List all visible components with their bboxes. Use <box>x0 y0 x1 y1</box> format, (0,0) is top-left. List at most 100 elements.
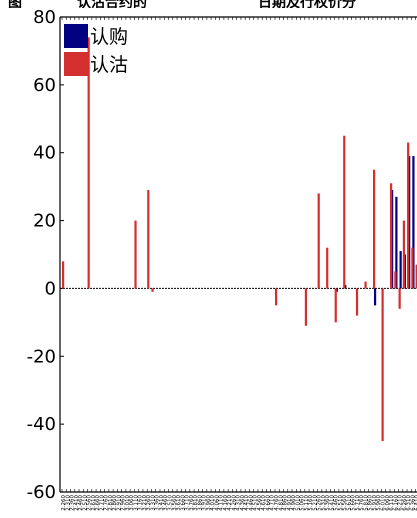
y-tick-label: 80 <box>33 7 56 28</box>
x-tick-label: 2.610 <box>91 495 97 511</box>
x-tick-label: 5.660 <box>351 495 357 511</box>
x-tick-label: 5.810 <box>363 495 369 511</box>
put-bar <box>151 288 154 292</box>
x-tick-label: 5.910 <box>372 495 378 511</box>
x-tick-label: 4.410 <box>244 495 250 511</box>
put-bar <box>364 281 367 289</box>
x-tick-label: 2.910 <box>116 495 122 511</box>
x-tick-label: 4.910 <box>287 495 293 511</box>
x-tick-label: 5.610 <box>346 495 352 511</box>
x-tick-label: 5.510 <box>338 495 344 511</box>
call-bar <box>395 196 398 289</box>
x-tick-label: 4.310 <box>236 495 242 511</box>
x-tick-label: 4.810 <box>278 495 284 511</box>
x-tick-label: 3.310 <box>150 495 156 511</box>
put-bar <box>275 288 278 306</box>
x-tick-label: 4.360 <box>240 495 246 511</box>
x-tick-label: 2.410 <box>74 495 80 511</box>
x-tick-label: 4.460 <box>248 495 254 511</box>
x-tick-label: 2.760 <box>104 495 110 511</box>
x-tick-label: 5.310 <box>321 495 327 511</box>
put-bar <box>355 288 359 316</box>
y-tick-label: 20 <box>33 211 56 232</box>
legend-swatch <box>64 52 88 76</box>
x-tick-label: 3.010 <box>125 495 131 511</box>
x-tick-label: 2.660 <box>95 495 101 511</box>
x-tick-label: 4.010 <box>210 495 216 511</box>
y-tick-label: -60 <box>27 482 56 503</box>
x-tick-label: 4.260 <box>231 495 237 511</box>
x-tick-label: 5.260 <box>317 495 323 511</box>
legend-swatch <box>64 24 88 48</box>
x-tick-label: 3.760 <box>189 495 195 511</box>
y-tick-label: -40 <box>27 414 56 435</box>
x-tick-label: 2.510 <box>82 495 88 511</box>
call-bar <box>373 288 377 306</box>
put-bar <box>334 288 337 323</box>
put-bar <box>87 37 90 289</box>
x-tick-label: 4.060 <box>214 495 220 511</box>
x-tick-label: 3.460 <box>163 495 169 511</box>
x-tick-label: 3.810 <box>193 495 199 511</box>
x-tick-label: 5.460 <box>334 495 340 511</box>
x-tick-label: 2.360 <box>70 495 76 511</box>
x-tick-label: 6.060 <box>385 495 391 511</box>
x-tick-label: 6.210 <box>398 495 404 511</box>
x-tick-label: 2.560 <box>87 495 93 511</box>
y-tick-label: 0 <box>45 278 56 299</box>
x-tick-label: 3.610 <box>176 495 182 511</box>
x-tick-label: 5.360 <box>325 495 331 511</box>
x-tick-label: 2.460 <box>78 495 84 511</box>
put-bar <box>407 142 410 289</box>
x-tick-label: 5.760 <box>359 495 365 511</box>
x-tick-label: 5.860 <box>368 495 374 511</box>
x-tick-label: 6.160 <box>393 495 399 511</box>
x-tick-label: 3.510 <box>168 495 174 511</box>
put-bar <box>147 190 150 289</box>
put-bar <box>402 220 405 289</box>
x-tick-label: 3.060 <box>129 495 135 511</box>
x-tick-label: 4.960 <box>291 495 297 511</box>
title-right: 日期及行权价分 <box>258 0 356 8</box>
x-tick-label: 4.510 <box>253 495 259 511</box>
chart-title: 图 认沽合约的 日期及行权价分 <box>0 0 417 8</box>
x-tick-label: 5.560 <box>342 495 348 511</box>
x-tick-label: 3.660 <box>180 495 186 511</box>
y-tick-label: -20 <box>27 346 56 367</box>
x-tick-label: 6.110 <box>389 495 395 511</box>
x-tick-label: 5.110 <box>304 495 310 511</box>
x-tick-label: 4.560 <box>257 495 263 511</box>
title-left: 图 <box>8 0 22 8</box>
x-tick-label: 5.160 <box>308 495 314 511</box>
put-bar <box>390 183 393 289</box>
x-tick-label: 6.010 <box>381 495 387 511</box>
x-tick-label: 5.010 <box>295 495 301 511</box>
put-bar <box>394 271 397 289</box>
legend-label: 认购 <box>90 26 128 48</box>
x-tick-label: 5.410 <box>329 495 335 511</box>
bars-layer <box>62 37 417 442</box>
x-tick-label: 6.310 <box>406 495 412 511</box>
x-tick-label: 2.960 <box>121 495 127 511</box>
x-tick-label: 2.860 <box>112 495 118 511</box>
x-tick-label: 6.360 <box>410 495 416 511</box>
x-tick-label: 3.960 <box>206 495 212 511</box>
x-tick-label: 6.410 <box>415 495 417 511</box>
put-bar <box>62 261 65 289</box>
x-tick-label: 3.210 <box>142 495 148 511</box>
put-bar <box>381 288 384 442</box>
x-tick-label: 4.210 <box>227 495 233 511</box>
x-tick-label: 4.710 <box>270 495 276 511</box>
x-tick-label: 4.760 <box>274 495 280 511</box>
put-bar <box>372 169 376 289</box>
put-bar <box>411 247 414 289</box>
put-bar <box>398 288 401 309</box>
x-tick-label: 3.410 <box>159 495 165 511</box>
legend-label: 认沽 <box>90 54 128 76</box>
x-tick-label: 5.710 <box>355 495 361 511</box>
x-tick-label: 5.060 <box>300 495 306 511</box>
x-tick-label: 5.960 <box>376 495 382 511</box>
